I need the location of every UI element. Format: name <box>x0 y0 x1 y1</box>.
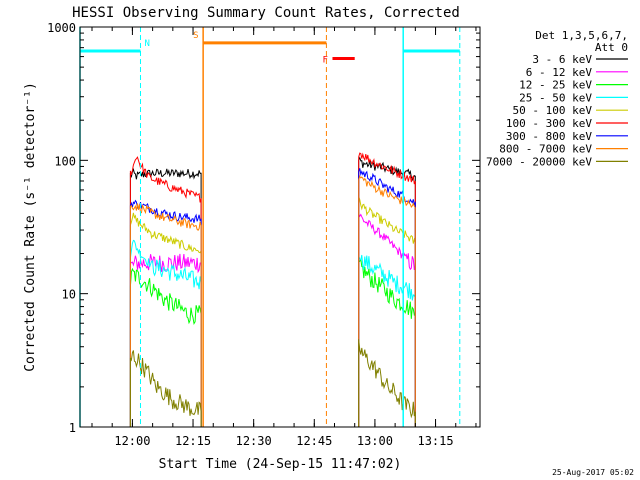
series-7 <box>129 168 416 427</box>
chart-title: HESSI Observing Summary Count Rates, Cor… <box>72 5 460 21</box>
marker-label-1: N <box>144 39 149 49</box>
x-tick-label-5: 13:00 <box>357 434 393 448</box>
series-4-segment-1 <box>129 239 202 427</box>
series-9-segment-1 <box>129 350 202 427</box>
series-8-segment-1 <box>129 203 202 427</box>
series-9 <box>129 339 416 427</box>
legend-label-4: 25 - 50 keV <box>519 91 592 104</box>
legend-label-9: 7000 - 20000 keV <box>486 155 592 168</box>
series-5 <box>129 196 416 427</box>
series-3-segment-1 <box>129 267 202 427</box>
y-tick-label-3: 100 <box>54 154 76 168</box>
x-axis-label: Start Time (24-Sep-15 11:47:02) <box>159 457 402 472</box>
series-3 <box>129 257 416 427</box>
legend-label-6: 100 - 300 keV <box>506 117 592 130</box>
legend-label-2: 6 - 12 keV <box>526 66 593 79</box>
x-tick-label-6: 13:15 <box>417 434 453 448</box>
footer-date: 25-Aug-2017 05:02 <box>552 468 634 477</box>
series-1 <box>129 156 416 427</box>
series-6 <box>129 152 416 427</box>
series-layer <box>129 152 416 427</box>
marker-label-4: F <box>322 56 327 66</box>
legend-label-1: 3 - 6 keV <box>532 53 592 66</box>
series-8 <box>129 175 416 427</box>
series-1-segment-2 <box>358 156 416 427</box>
series-5-segment-2 <box>358 196 416 427</box>
axis-layer: 12:00 12:15 12:30 12:45 13:00 13:15 1 10 100 1000 <box>47 21 480 448</box>
y-tick-label-1: 1 <box>69 421 76 435</box>
legend-header-2: Att 0 <box>595 41 628 54</box>
x-tick-label-3: 12:30 <box>236 434 272 448</box>
y-tick-label-4: 1000 <box>47 21 76 35</box>
x-tick-label-1: 12:00 <box>114 434 150 448</box>
x-tick-label-4: 12:45 <box>296 434 332 448</box>
series-7-segment-2 <box>358 168 416 427</box>
series-5-segment-1 <box>129 212 202 427</box>
legend-label-8: 800 - 7000 keV <box>499 143 592 156</box>
y-tick-label-2: 10 <box>62 288 76 302</box>
series-6-segment-2 <box>358 152 416 427</box>
series-4 <box>129 239 416 427</box>
series-2 <box>129 213 416 427</box>
series-3-segment-2 <box>358 257 416 427</box>
marker-label-3: S <box>193 31 198 41</box>
series-6-segment-1 <box>129 156 202 427</box>
legend-header-1: Det 1,3,5,6,7, <box>535 29 628 42</box>
series-2-segment-2 <box>358 213 416 427</box>
series-4-segment-2 <box>358 254 416 427</box>
series-9-segment-2 <box>358 339 416 427</box>
series-7-segment-1 <box>129 199 202 427</box>
series-1-segment-1 <box>129 167 202 427</box>
series-8-segment-2 <box>358 175 416 427</box>
legend-label-5: 50 - 100 keV <box>513 104 593 117</box>
x-tick-label-2: 12:15 <box>175 434 211 448</box>
y-axis-label: Corrected Count Rate (s⁻¹ detector⁻¹) <box>23 82 38 372</box>
legend-label-7: 300 - 800 keV <box>506 130 592 143</box>
series-2-segment-1 <box>129 253 202 427</box>
marker-layer: N S F <box>79 27 461 427</box>
plot-frame <box>79 26 481 428</box>
legend-label-3: 12 - 25 keV <box>519 79 592 92</box>
